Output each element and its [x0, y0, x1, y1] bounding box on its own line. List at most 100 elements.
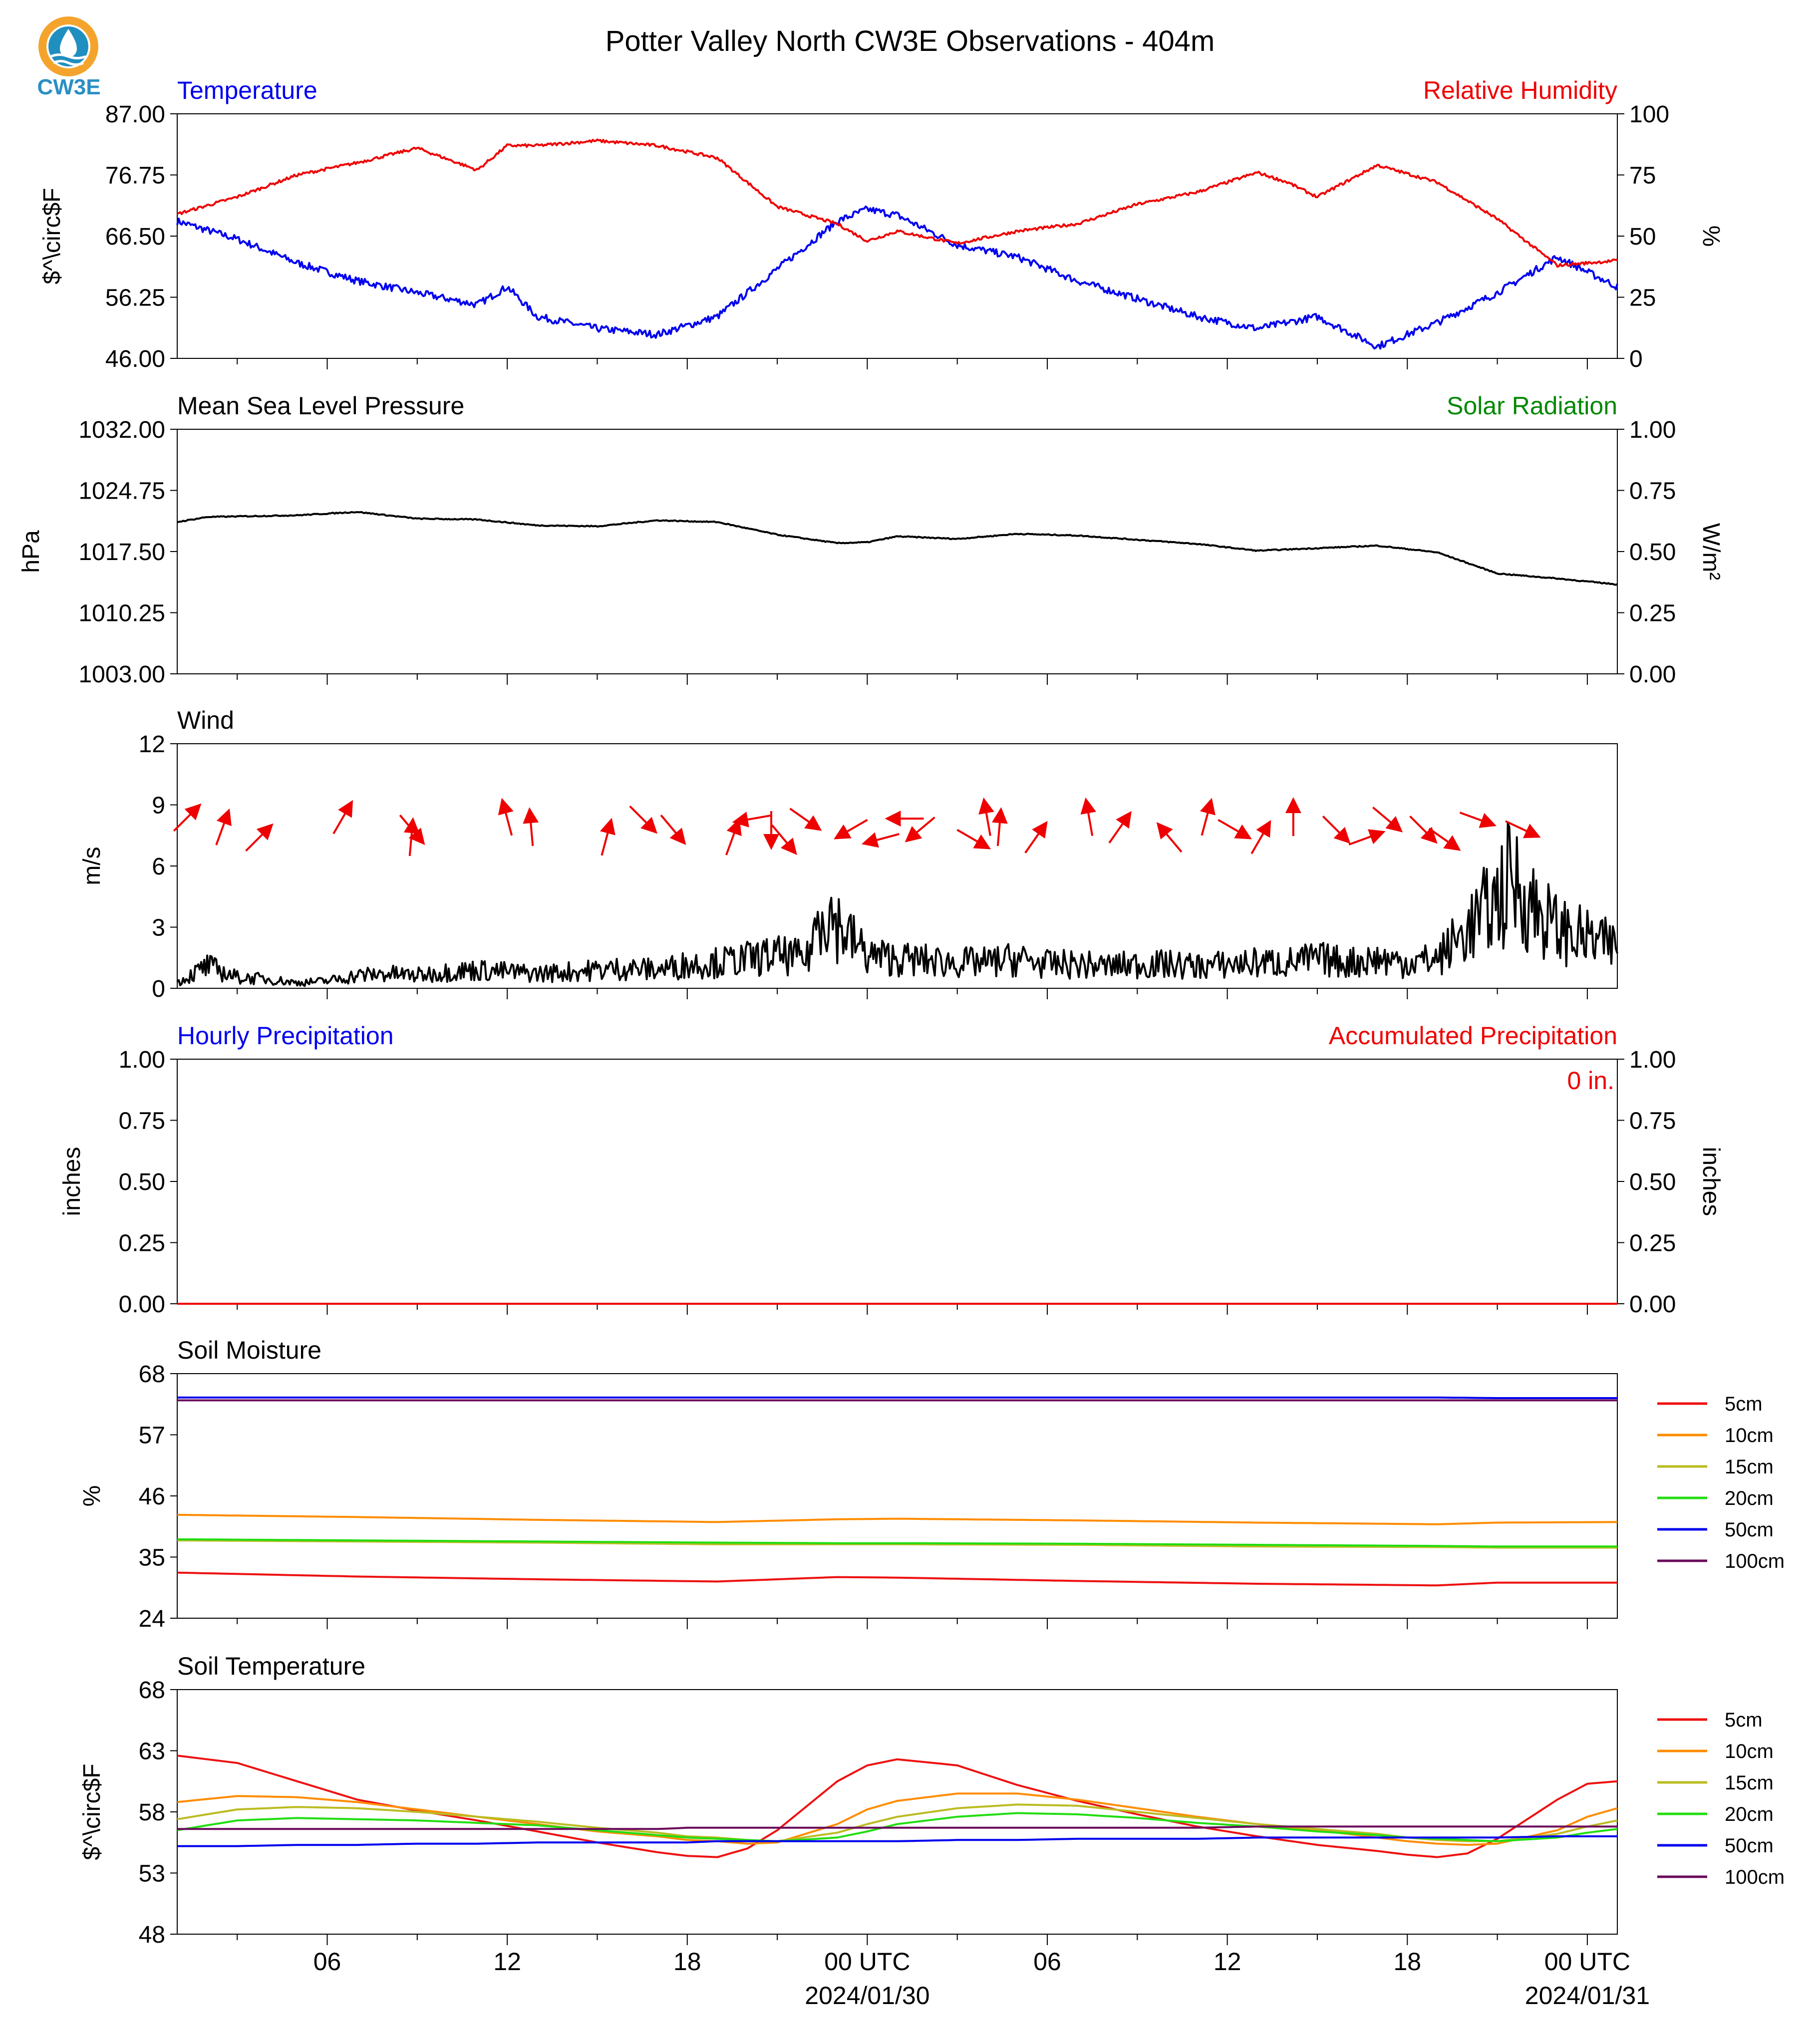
y-tick-label-left: 6 — [152, 854, 165, 880]
y-tick-label-left: 56.25 — [105, 285, 165, 311]
series-line-50cm — [177, 1835, 1617, 1847]
wind-arrow — [834, 819, 868, 840]
panel-title-left: Soil Moisture — [177, 1336, 321, 1364]
panel-title-left: Mean Sea Level Pressure — [177, 392, 464, 420]
wind-arrow — [215, 808, 232, 846]
wind-arrow — [173, 803, 202, 832]
panels: Temperature Relative Humidity46.0056.2566… — [18, 76, 1785, 2010]
plot-frame — [177, 429, 1618, 674]
x-tick-label: 06 — [313, 1948, 341, 1976]
y-axis-label-left: hPa — [18, 530, 44, 573]
plot-frame — [177, 743, 1618, 989]
y-tick-label-left: 0.00 — [119, 1291, 165, 1318]
wind-arrow — [1217, 819, 1252, 840]
y-axis-label-left: % — [79, 1485, 105, 1507]
x-tick-label: 00 UTC — [824, 1948, 910, 1976]
wind-arrow — [1080, 797, 1097, 836]
series-line-temperature — [176, 205, 1618, 350]
y-tick-label-right: 0.75 — [1629, 1108, 1676, 1135]
legend-label: 10cm — [1725, 1425, 1774, 1447]
x-tick-label: 06 — [1033, 1948, 1061, 1976]
x-tick-label: 12 — [1213, 1948, 1241, 1976]
y-tick-label-left: 68 — [139, 1677, 165, 1704]
y-tick-label-left: 1017.50 — [78, 539, 165, 566]
cw3e-logo — [31, 14, 106, 99]
wind-arrow — [1108, 811, 1132, 844]
panel-0: Temperature Relative Humidity 46.00 56.25 66… — [39, 76, 1724, 372]
legend-label: 15cm — [1725, 1772, 1774, 1794]
plot-frame — [177, 1689, 1618, 1935]
wind-arrow — [905, 816, 935, 843]
legend-label: 5cm — [1725, 1393, 1763, 1415]
y-tick-label-left: 0 — [152, 976, 165, 1002]
wind-arrow — [1428, 828, 1461, 851]
legend-label: 50cm — [1725, 1519, 1774, 1541]
wind-arrow — [245, 823, 274, 852]
y-tick-label-left: 1010.25 — [78, 600, 165, 627]
accumulated-precip-annotation: 0 in. — [1567, 1067, 1614, 1095]
panel-title-left: Wind — [177, 706, 234, 734]
y-tick-label-left: 0.25 — [119, 1230, 165, 1257]
wind-arrow — [1322, 815, 1351, 844]
series-line-15cm — [177, 1803, 1618, 1842]
wind-arrow — [1348, 829, 1386, 846]
series-line-20cm — [177, 1812, 1618, 1842]
y-tick-label-left: 68 — [139, 1361, 165, 1388]
wind-arrow — [732, 812, 771, 828]
y-axis-label-right: W/m² — [1698, 523, 1724, 580]
wind-arrow — [771, 824, 797, 855]
legend-label: 20cm — [1725, 1803, 1774, 1825]
series-line-100cm — [177, 1825, 1617, 1830]
panel-title-right: Solar Radiation — [1447, 392, 1617, 420]
wind-arrow — [1459, 812, 1497, 828]
y-tick-label-right: 1.00 — [1629, 417, 1676, 443]
y-tick-label-left: 57 — [139, 1423, 165, 1449]
y-tick-label-left: 48 — [139, 1922, 165, 1948]
wind-arrow — [1156, 822, 1183, 853]
wind-arrow — [629, 805, 658, 834]
plot-frame — [177, 1059, 1618, 1304]
y-tick-label-right: 1.00 — [1629, 1047, 1676, 1073]
y-tick-label-right: 100 — [1629, 101, 1669, 128]
y-tick-label-left: 1.00 — [119, 1047, 165, 1073]
legend-label: 15cm — [1725, 1456, 1774, 1478]
y-tick-label-right: 0.00 — [1629, 1291, 1676, 1318]
panel-4: Soil Moisture 24 35 46 57 68% 5cm 10cm 15cm 20cm 5… — [79, 1336, 1785, 1632]
legend-label: 10cm — [1725, 1740, 1774, 1762]
y-tick-label-right: 0.75 — [1629, 478, 1676, 505]
series-line-15cm — [177, 1539, 1617, 1549]
cw3e-logo-mark — [38, 16, 98, 76]
series-line-10cm — [177, 1513, 1618, 1525]
y-tick-label-right: 75 — [1629, 163, 1656, 189]
y-tick-label-left: 0.50 — [119, 1169, 165, 1195]
wind-arrow — [1505, 820, 1541, 839]
series-line-5cm — [177, 1571, 1617, 1587]
wind-arrow — [1024, 821, 1048, 854]
legend-label: 5cm — [1725, 1709, 1763, 1731]
y-tick-label-left: 12 — [139, 731, 165, 758]
y-tick-label-right: 50 — [1629, 224, 1656, 250]
y-tick-label-left: 66.50 — [105, 224, 165, 250]
wind-arrow — [1200, 798, 1215, 836]
wind-arrow — [789, 808, 822, 831]
y-tick-label-right: 0.00 — [1629, 661, 1676, 688]
wind-arrow — [1372, 806, 1403, 833]
y-tick-label-left: 58 — [139, 1799, 165, 1826]
y-axis-label-right: inches — [1698, 1147, 1724, 1216]
wind-arrow — [978, 797, 994, 836]
series-line-5cm — [177, 1754, 1618, 1858]
wind-arrow — [725, 818, 742, 856]
series-line-20cm — [177, 1538, 1617, 1548]
y-tick-label-right: 0.50 — [1629, 1169, 1676, 1195]
y-axis-label-right: % — [1698, 226, 1724, 247]
y-axis-label-left: $^\circ$F — [79, 1763, 105, 1860]
plot-frame — [177, 1373, 1618, 1619]
y-tick-label-left: 1032.00 — [78, 417, 165, 443]
panel-title-right: Relative Humidity — [1423, 76, 1617, 104]
y-axis-label-left: inches — [59, 1147, 85, 1216]
y-axis-label-left: $^\circ$F — [39, 188, 65, 284]
panel-title-left: Temperature — [177, 76, 317, 104]
panel-2: Wind 0 3 6 9 12 m/s — [79, 706, 1618, 1002]
wind-arrow — [523, 807, 539, 847]
